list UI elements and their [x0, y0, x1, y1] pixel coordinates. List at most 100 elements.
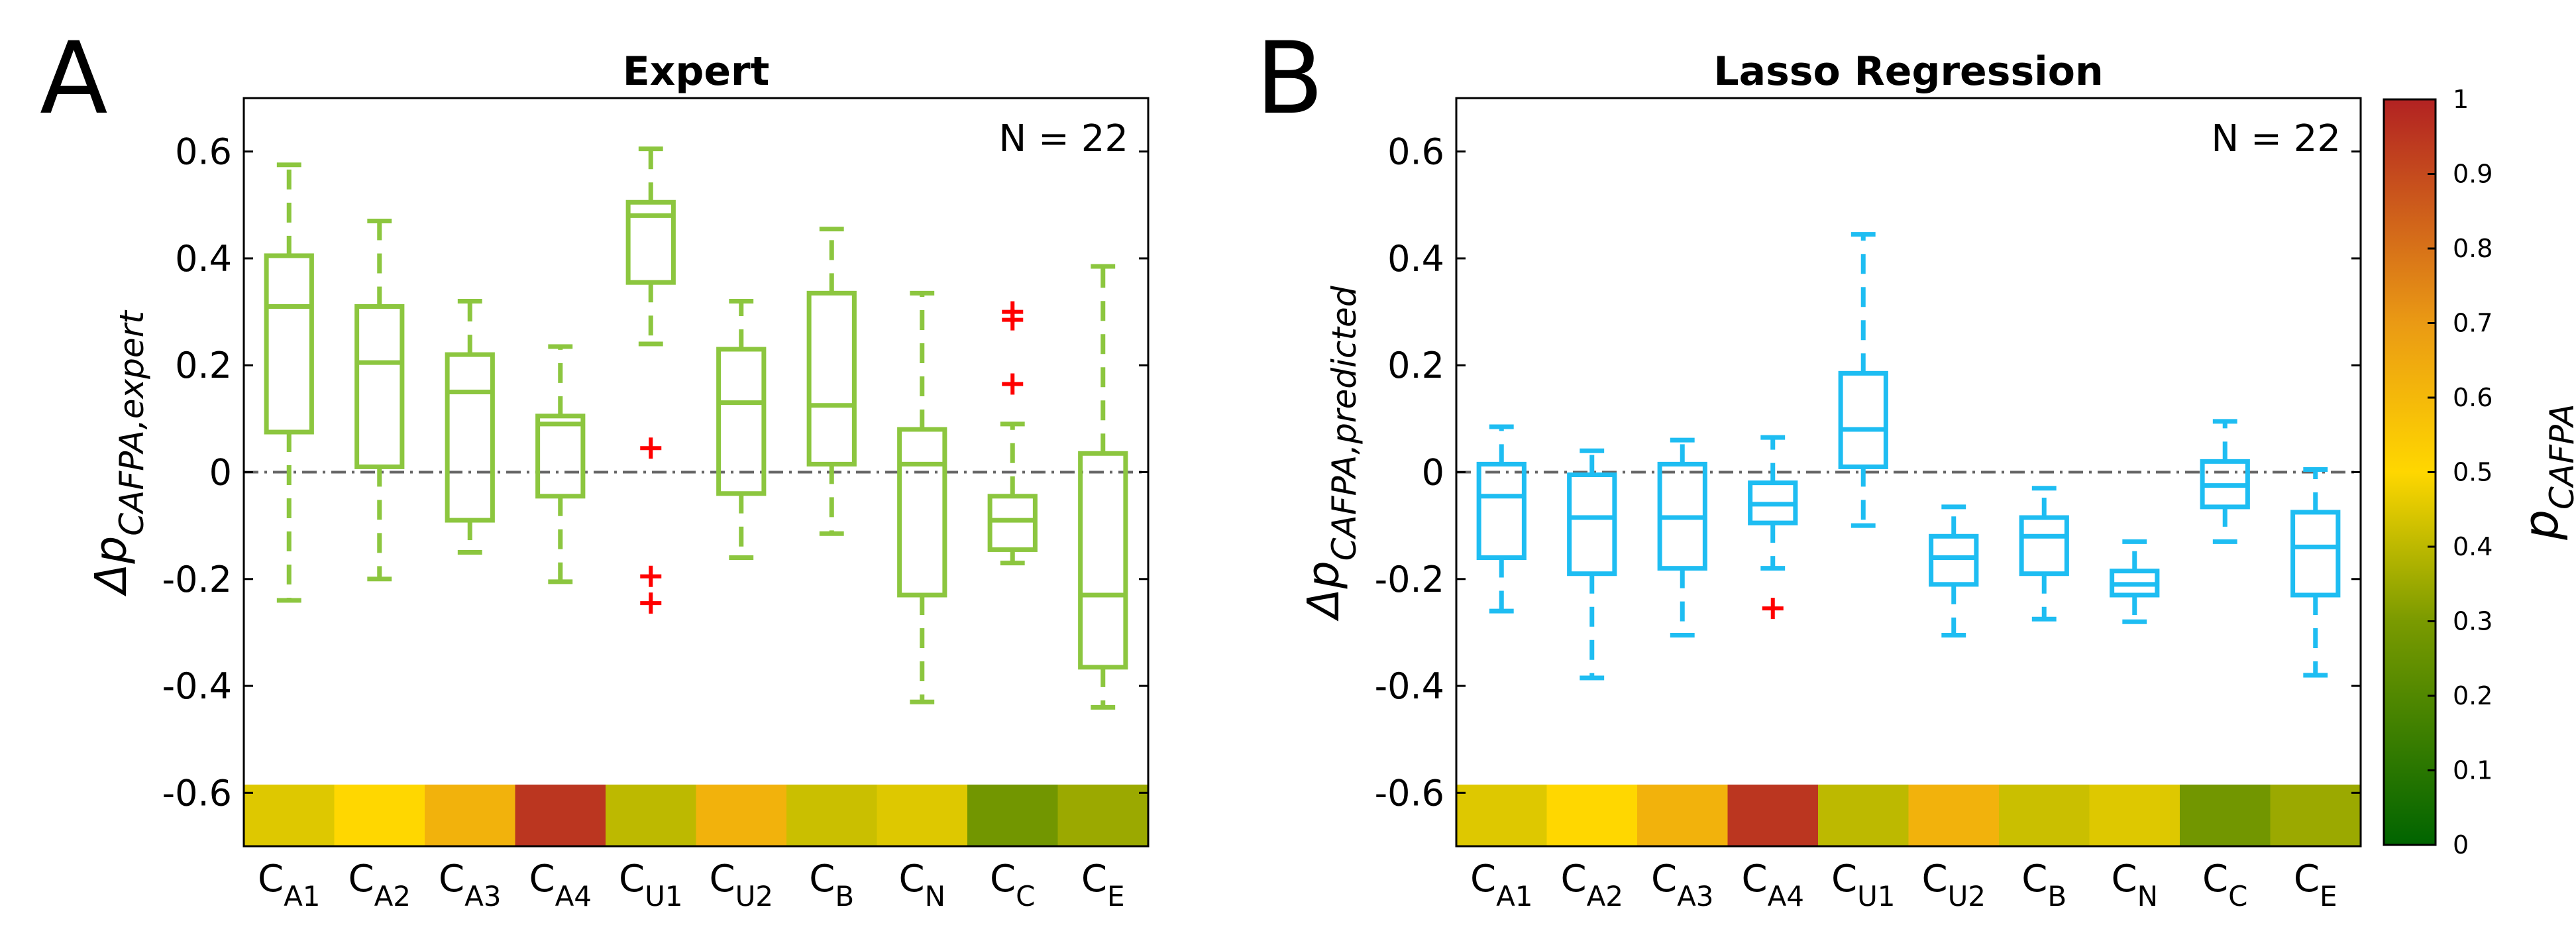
box-CU2 [1929, 504, 1979, 637]
pcafpa-cell [1818, 785, 1909, 846]
y-axis-label: ΔpCAFPA,expert [85, 309, 151, 597]
x-tick-label-sub: U1 [1857, 880, 1895, 912]
x-tick-label-main: C [990, 857, 1016, 901]
panel-letter: B [1256, 21, 1324, 137]
box-iqr [445, 352, 495, 523]
box-CE [1078, 264, 1128, 710]
box-CA2 [1567, 448, 1617, 681]
colorbar-tick-label: 0.2 [2453, 681, 2493, 710]
box-CA4 [535, 344, 586, 584]
x-tick-label-main: C [2294, 857, 2320, 901]
box-CU2 [716, 298, 767, 561]
x-tick-label-sub: U1 [645, 880, 682, 912]
pcafpa-cell [2089, 785, 2180, 846]
x-tick-label-main: C [439, 857, 464, 901]
x-tick-label-sub: A2 [374, 880, 411, 912]
x-tick-label: CA4 [529, 857, 592, 912]
panel-letter: A [40, 21, 108, 137]
box-iqr [1476, 461, 1527, 561]
x-tick-label-sub: B [2047, 880, 2066, 912]
x-tick-label: CU2 [709, 857, 773, 912]
colorbar-tick-label: 0.9 [2453, 160, 2493, 189]
x-tick-label-main: C [1560, 857, 1586, 901]
box-CN [897, 290, 947, 704]
y-tick-label: -0.4 [162, 665, 232, 707]
pcafpa-cell [1637, 785, 1728, 846]
box-iqr [354, 304, 405, 469]
x-tick-label: CA2 [348, 857, 411, 912]
y-axis-label-main: Δp [85, 536, 136, 597]
x-tick-label-main: C [1470, 857, 1496, 901]
colorbar-label-main: p [2513, 510, 2569, 541]
x-tick-label-main: C [1651, 857, 1677, 901]
box-CA4 [1748, 435, 1798, 620]
colorbar-label: pCAFPA [2513, 404, 2576, 540]
y-tick-label: 0.6 [175, 131, 232, 173]
x-tick-label-main: C [348, 857, 374, 901]
y-tick-label: -0.6 [1375, 772, 1444, 814]
box-CN [2110, 539, 2160, 624]
x-tick-label-main: C [2202, 857, 2228, 901]
box-iqr [716, 347, 767, 496]
x-tick-label: CA2 [1560, 857, 1623, 912]
pcafpa-cell [877, 785, 968, 846]
box-iqr [625, 199, 676, 285]
box-iqr [1838, 370, 1888, 469]
colorbar-tick-label: 0.3 [2453, 607, 2493, 636]
colorbar-label-sub: CAFPA [2543, 404, 2576, 510]
box-iqr [1567, 472, 1617, 577]
y-axis-label: ΔpCAFPA,predicted [1298, 286, 1364, 622]
x-tick-label-sub: A1 [1496, 880, 1532, 912]
box-iqr [1078, 451, 1128, 670]
x-tick-label-sub: A3 [464, 880, 501, 912]
pcafpa-cell [1546, 785, 1638, 846]
x-tick-label-main: C [1921, 857, 1947, 901]
sample-size-annotation: N = 22 [998, 117, 1128, 160]
pcafpa-cell [1456, 785, 1547, 846]
pcafpa-cell [2180, 785, 2271, 846]
x-tick-label-main: C [1741, 857, 1767, 901]
x-tick-label-sub: U2 [1948, 880, 1986, 912]
y-tick-label: -0.6 [162, 772, 232, 814]
y-tick-label: 0.2 [175, 345, 232, 386]
box-iqr [2019, 515, 2069, 577]
colorbar-tick-label: 0.1 [2453, 756, 2493, 785]
pcafpa-cell [334, 785, 425, 846]
x-tick-label-main: C [1081, 857, 1107, 901]
x-tick-label: CU1 [1831, 857, 1896, 912]
x-tick-label: CE [1081, 857, 1125, 912]
pcafpa-cell [1057, 785, 1149, 846]
y-tick-label: -0.2 [162, 559, 232, 600]
x-tick-label-main: C [619, 857, 645, 901]
box-CA2 [354, 218, 405, 582]
x-tick-label-main: C [258, 857, 284, 901]
box-iqr [897, 427, 947, 598]
x-tick-label-sub: A3 [1677, 880, 1713, 912]
x-tick-label: CE [2294, 857, 2337, 912]
x-tick-label-main: C [898, 857, 924, 901]
box-iqr [987, 494, 1038, 552]
y-tick-label: 0.4 [1387, 238, 1444, 280]
pcafpa-cell [515, 785, 606, 846]
x-tick-label: CC [2202, 857, 2247, 912]
x-tick-label-main: C [1831, 857, 1857, 901]
colorbar-tick-label: 0 [2453, 830, 2469, 859]
y-axis-label-main: Δp [1298, 561, 1349, 622]
sample-size-annotation: N = 22 [2211, 117, 2341, 160]
colorbar-tick-label: 0.4 [2453, 532, 2493, 561]
y-axis-label-sub: CAFPA,expert [113, 309, 151, 536]
chart-title: Lasso Regression [1713, 48, 2103, 95]
x-tick-label-sub: A4 [555, 880, 592, 912]
box-CU1 [1838, 232, 1888, 528]
box-CB [806, 227, 857, 536]
pcafpa-cell [244, 785, 335, 846]
x-tick-label-main: C [709, 857, 735, 901]
y-tick-label: 0.6 [1387, 131, 1444, 173]
pcafpa-cell [696, 785, 787, 846]
colorbar: 0 0.1 0.2 0.3 0.4 0.5 0.6 0.7 0.8 0.9 1 pCAFPA [2383, 85, 2576, 859]
y-tick-label: -0.4 [1375, 665, 1444, 707]
y-axis-label-sub: CAFPA,predicted [1325, 286, 1364, 561]
x-tick-label-sub: C [1016, 880, 1035, 912]
x-tick-label-sub: B [835, 880, 854, 912]
